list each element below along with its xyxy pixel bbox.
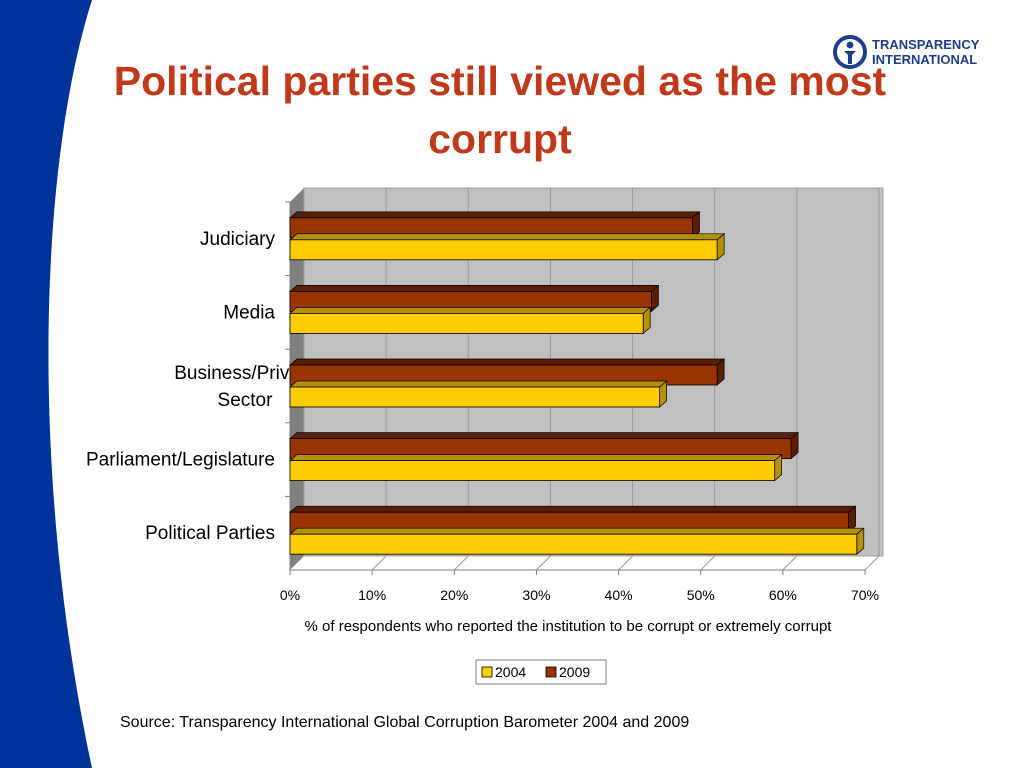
bar-top-face: [289, 285, 660, 292]
bar-top-face: [289, 233, 726, 241]
bar-top-face: [289, 307, 652, 314]
category-label: Business/Private Sector: [174, 363, 316, 411]
x-tick-label: 70%: [851, 587, 879, 603]
bar-top-face: [289, 505, 857, 513]
bar-2009: [289, 211, 701, 239]
gridline-floor: [453, 555, 469, 571]
category-label: Media: [223, 302, 275, 323]
source-note: Source: Transparency International Globa…: [120, 714, 690, 731]
x-tick-label: 50%: [687, 587, 715, 603]
x-tick-label: 40%: [605, 587, 633, 603]
legend-box: [475, 659, 607, 685]
legend-label-2009: 2009: [559, 664, 590, 680]
bar-top-face: [289, 380, 668, 388]
category-label: Judiciary: [200, 229, 275, 250]
bar-top-face: [289, 211, 701, 219]
gridline-floor: [618, 555, 633, 571]
slide-title: Political parties still viewed as the mo…: [113, 58, 887, 162]
bar-2004: [289, 453, 783, 482]
bar-front-face: [289, 386, 661, 408]
transparency-international-logo: TRANSPARENCY INTERNATIONAL: [832, 34, 1002, 74]
x-tick-label: 30%: [522, 587, 550, 603]
legend-label-2004: 2004: [495, 664, 526, 680]
globe-person-icon: [833, 35, 867, 69]
bar-2004: [289, 527, 865, 555]
bar-front-face: [289, 312, 644, 334]
bar-2004: [289, 233, 726, 261]
bar-2009: [289, 284, 660, 313]
bar-top-face: [289, 432, 800, 439]
x-tick-label: 0%: [280, 587, 300, 603]
blue-left-band: [0, 0, 92, 768]
legend: 2004 2009: [475, 659, 607, 685]
gridline-floor: [700, 555, 716, 571]
bar-front-face: [289, 460, 776, 482]
bar-2009: [289, 505, 857, 533]
bar-2009: [289, 358, 726, 386]
bar-2009: [289, 431, 800, 460]
category-label: Parliament/Legislature: [86, 450, 275, 471]
bar-front-face: [289, 239, 718, 261]
x-tick-label: 10%: [358, 587, 386, 603]
x-tick-label: 20%: [440, 587, 468, 603]
logo-text: TRANSPARENCY INTERNATIONAL: [872, 37, 980, 67]
bar-front-face: [289, 533, 858, 555]
x-tick-label: 60%: [769, 587, 797, 603]
bar-top-face: [289, 527, 865, 535]
bar-2004: [289, 380, 668, 408]
gridline-floor: [864, 555, 880, 571]
gridline-floor: [371, 555, 387, 571]
bar-2004: [289, 306, 652, 335]
x-axis-title: % of respondents who reported the instit…: [305, 618, 833, 635]
gridline-floor: [536, 555, 551, 571]
bar-top-face: [289, 358, 726, 366]
gridline-floor: [782, 555, 798, 571]
bar-top-face: [289, 454, 783, 461]
category-label: Political Parties: [145, 523, 275, 544]
legend-swatch-2004: [481, 666, 493, 678]
legend-swatch-2009: [545, 666, 557, 678]
